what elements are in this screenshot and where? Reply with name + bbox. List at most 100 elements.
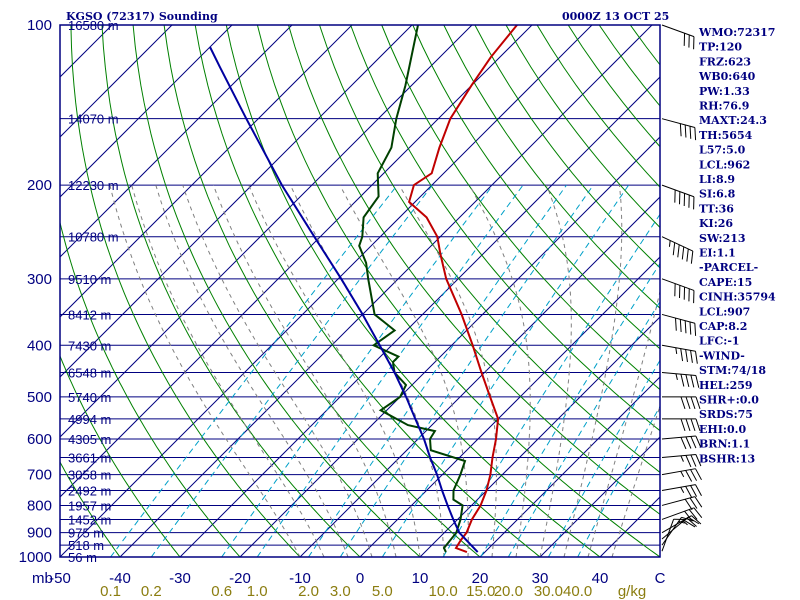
wind-barb-halfflag bbox=[680, 486, 685, 494]
index-item: -WIND- bbox=[699, 349, 745, 362]
mixing-ratio-line bbox=[442, 213, 660, 557]
wind-barb-flag bbox=[680, 437, 687, 450]
wind-barb-flag bbox=[689, 497, 698, 509]
wind-barb-flag bbox=[690, 454, 697, 467]
wind-barb-staff bbox=[661, 496, 695, 506]
moist-adiabat-line bbox=[339, 184, 469, 557]
dry-adiabat-line bbox=[60, 220, 241, 557]
mixing-ratio-label: 10.0 bbox=[429, 583, 458, 600]
wind-barb-flag bbox=[690, 374, 695, 388]
wind-barb-halfflag bbox=[680, 455, 684, 462]
wind-barb bbox=[661, 496, 703, 511]
wind-barb bbox=[661, 372, 700, 388]
index-item: TP:120 bbox=[699, 41, 742, 54]
mixing-ratio-label: 5.0 bbox=[372, 583, 393, 600]
wind-barb-halfflag bbox=[675, 373, 678, 380]
index-item: LFC:-1 bbox=[699, 335, 740, 348]
wind-barb bbox=[661, 278, 695, 304]
height-label: 3058 m bbox=[68, 468, 111, 483]
wind-barb-flag bbox=[685, 470, 693, 482]
mixing-ratio-label: 20.0 bbox=[494, 583, 523, 600]
temperature-tick-label: 20 bbox=[472, 570, 489, 587]
plot-frame bbox=[59, 24, 661, 558]
dry-adiabat-line bbox=[350, 25, 660, 432]
wind-barb-flag bbox=[675, 318, 677, 331]
moist-adiabat-line bbox=[469, 184, 531, 557]
temperature-tick-label: 0 bbox=[356, 570, 364, 587]
isotherm-line bbox=[60, 25, 353, 318]
height-label: 16580 m bbox=[68, 18, 119, 33]
index-item: CAPE:15 bbox=[699, 276, 752, 289]
wind-barb-flag bbox=[690, 469, 698, 481]
mixing-ratio-line bbox=[577, 405, 660, 557]
wind-barb-staff bbox=[661, 24, 695, 38]
height-label: 1452 m bbox=[68, 512, 111, 527]
moist-adiabat-line bbox=[611, 404, 660, 557]
wind-barb-flag bbox=[685, 486, 693, 498]
wind-barb-staff bbox=[661, 519, 675, 552]
temperature-tick-label: 40 bbox=[592, 570, 609, 587]
wind-barb-flag bbox=[690, 350, 693, 363]
profile-lines bbox=[209, 25, 518, 554]
height-label: 8412 m bbox=[68, 307, 111, 322]
mixing-ratio-line bbox=[110, 184, 398, 557]
index-item: TT:36 bbox=[699, 202, 734, 215]
moist-adiabat-line bbox=[182, 184, 373, 557]
index-item: L57:5.0 bbox=[699, 144, 746, 157]
wind-barb-flag bbox=[690, 396, 696, 410]
isotherm-line bbox=[60, 25, 233, 198]
mixing-ratio-label: 0.2 bbox=[141, 583, 162, 600]
wind-barb bbox=[661, 516, 694, 546]
dry-adiabat-line bbox=[443, 25, 660, 309]
wind-barb-flag bbox=[689, 321, 692, 335]
dry-adiabat-line bbox=[381, 25, 660, 391]
isotherm-line bbox=[239, 136, 660, 557]
wind-barb-flag bbox=[693, 507, 703, 519]
mixing-ratio-label: 0.6 bbox=[211, 583, 232, 600]
temperature-tick-label: -50 bbox=[49, 570, 71, 587]
pressure-tick-label: 400 bbox=[27, 337, 52, 354]
dry-adiabat-line bbox=[132, 25, 421, 557]
wind-barb-flag bbox=[679, 123, 682, 137]
height-label: 7430 m bbox=[68, 338, 111, 353]
isotherm-line bbox=[179, 76, 660, 557]
index-item: LI:8.9 bbox=[699, 173, 735, 186]
wind-barb-halfflag bbox=[668, 240, 671, 247]
pressure-tick-label: 1000 bbox=[19, 549, 52, 566]
pressure-tick-label: 900 bbox=[27, 525, 52, 542]
wind-barb bbox=[662, 418, 701, 432]
height-label: 12230 m bbox=[68, 178, 119, 193]
wind-barb-flag bbox=[694, 351, 698, 364]
isotherm-line bbox=[60, 25, 293, 258]
wind-barb-flag bbox=[683, 519, 696, 528]
mixing-ratio-label: 1.0 bbox=[247, 583, 268, 600]
index-item: -PARCEL- bbox=[699, 261, 758, 274]
index-item: CAP:8.2 bbox=[699, 320, 747, 333]
wind-barb-flag bbox=[684, 498, 693, 511]
height-label: 14070 m bbox=[68, 112, 119, 127]
isotherm-line bbox=[60, 25, 413, 378]
pressure-tick-label: 300 bbox=[27, 271, 52, 288]
dry-adiabat-line bbox=[225, 25, 601, 557]
wind-barb-flag bbox=[685, 436, 692, 449]
wind-barb-flag bbox=[689, 126, 692, 139]
wind-barb-flag bbox=[680, 374, 685, 387]
moist-adiabat-line bbox=[212, 184, 397, 557]
index-item: WMO:72317 bbox=[698, 26, 775, 39]
mixing-ratio-label: 2.0 bbox=[298, 583, 319, 600]
moist-adiabat-line bbox=[398, 184, 497, 557]
moist-adiabat-line bbox=[131, 184, 325, 557]
wind-barb-staff bbox=[661, 454, 696, 458]
wind-barb-flag bbox=[680, 418, 686, 432]
pressure-tick-label: 100 bbox=[27, 17, 52, 34]
wind-barb bbox=[661, 518, 687, 552]
pressure-tick-label: 500 bbox=[27, 389, 52, 406]
wind-barb bbox=[661, 344, 698, 364]
mixing-ratio-line bbox=[381, 184, 630, 557]
wind-barb-flag bbox=[695, 454, 702, 467]
moist-adiabat-line bbox=[289, 184, 445, 557]
index-item: EI:1.1 bbox=[699, 247, 736, 260]
temperature-unit-label: C bbox=[655, 570, 666, 587]
mixing-ratio-line bbox=[150, 184, 433, 557]
